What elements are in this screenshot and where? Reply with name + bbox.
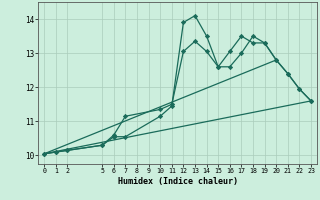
X-axis label: Humidex (Indice chaleur): Humidex (Indice chaleur) — [118, 177, 238, 186]
